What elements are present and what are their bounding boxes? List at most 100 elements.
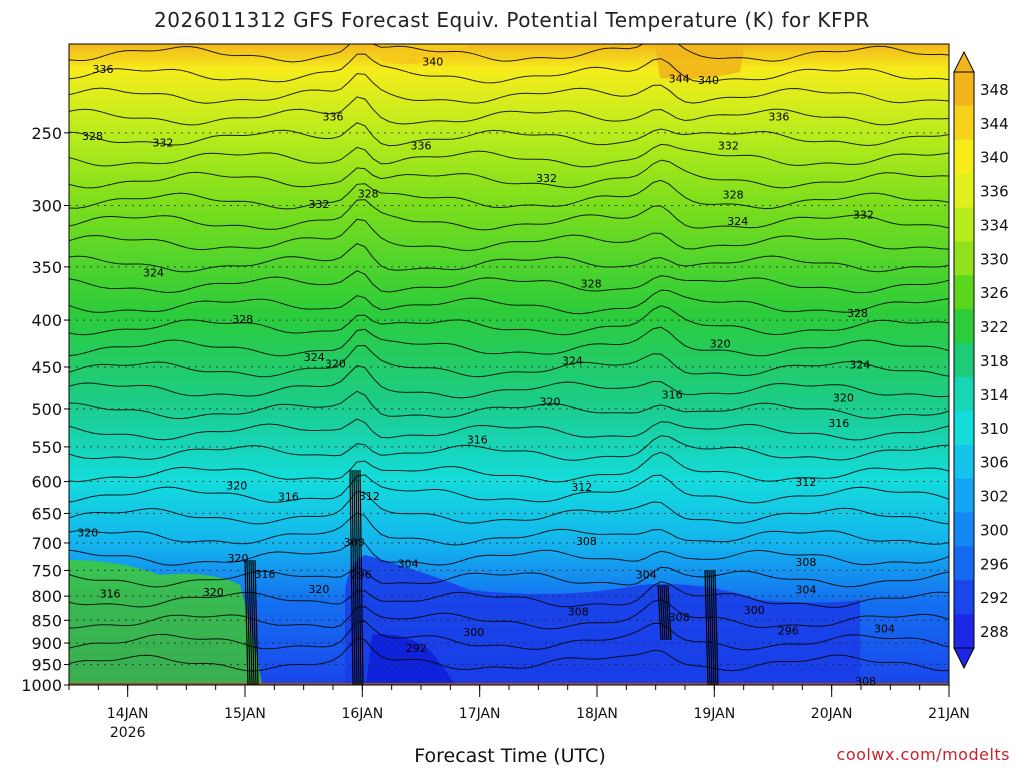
- contour-line: [69, 53, 949, 84]
- contour-line: [706, 569, 711, 685]
- contour-label: 300: [744, 604, 765, 617]
- colorbar-swatch: [954, 139, 974, 175]
- contour-line: [708, 569, 713, 685]
- contour-label: 308: [568, 606, 589, 619]
- colorbar-label: 314: [980, 386, 1009, 404]
- contour-label: 320: [540, 396, 561, 409]
- contour-line: [69, 159, 949, 189]
- colorbar-frame: [953, 71, 975, 649]
- contour-line: [69, 270, 949, 294]
- contour-line: [69, 289, 949, 315]
- colorbar-swatch: [954, 410, 974, 446]
- contour-label: 320: [203, 586, 224, 599]
- x-axis-title: Forecast Time (UTC): [414, 745, 606, 767]
- contour-line: [661, 584, 666, 641]
- contour-label: 328: [232, 313, 253, 326]
- contour-label: 328: [82, 130, 103, 143]
- x-tick-label: 15JAN: [224, 706, 266, 722]
- contour-label: 296: [778, 624, 799, 637]
- colorbar-swatch: [954, 173, 974, 209]
- y-tick-label: 900: [31, 634, 62, 653]
- contour-lines: [69, 44, 949, 685]
- contour-label: 316: [828, 417, 849, 430]
- colorbar-swatch: [954, 512, 974, 547]
- contour-label: 324: [143, 267, 164, 280]
- credit-link[interactable]: coolwx.com/modelts: [836, 745, 1010, 764]
- contour-label: 320: [227, 552, 248, 565]
- contour-line: [69, 122, 949, 147]
- contour-label: 304: [874, 623, 895, 636]
- contour-label: 324: [727, 215, 748, 228]
- contour-line: [69, 620, 949, 651]
- plot-area: 336 328 332 336 340 344 340 336 336 332 332 328 328 3…: [69, 44, 949, 685]
- contour-line: [250, 559, 255, 685]
- contour-label: 316: [467, 434, 488, 447]
- contour-line: [69, 599, 949, 630]
- contour-label: 300: [344, 536, 365, 549]
- contour-label: 316: [662, 388, 683, 401]
- colorbar-label: 326: [980, 284, 1009, 302]
- contour-label: 304: [636, 569, 657, 582]
- contour-line: [69, 451, 949, 483]
- colorbar-label: 322: [980, 318, 1009, 336]
- colorbar-label: 334: [980, 216, 1009, 234]
- contour-line: [246, 559, 251, 685]
- contour-label: 332: [152, 136, 173, 149]
- contour-line: [69, 566, 949, 588]
- contour-line: [252, 559, 257, 685]
- colorbar-label: 306: [980, 454, 1009, 472]
- contour-label: 316: [278, 491, 299, 504]
- contour-label: 340: [422, 56, 443, 69]
- colorbar-bottom-arrow: [953, 647, 975, 670]
- contour-line: [69, 512, 949, 546]
- colorbar-label: 302: [980, 488, 1009, 506]
- contour-line: [254, 559, 259, 685]
- contour-line: [712, 569, 717, 685]
- contour-line: [355, 469, 360, 685]
- colorbar-label: 310: [980, 420, 1009, 438]
- upper-warm-patch-2: [655, 44, 745, 80]
- contour-line: [657, 584, 662, 641]
- contour-line: [69, 344, 949, 378]
- x-tick-label: 17JAN: [459, 706, 501, 722]
- contour-label: 320: [226, 480, 247, 493]
- colorbar-label: 288: [980, 623, 1009, 641]
- y-tick-label: 950: [31, 656, 62, 675]
- colorbar-swatch: [954, 275, 974, 310]
- contour-label: 344: [669, 72, 690, 85]
- contour-line: [353, 469, 358, 685]
- low-level-warm-pool: [69, 560, 262, 685]
- contour-line: [69, 305, 949, 336]
- y-tick-label: 550: [31, 438, 62, 457]
- contour-label: 336: [323, 111, 344, 124]
- colorbar: 348 344 340 336 334 330 326 322 318 314 310 306 302 3…: [953, 50, 1009, 670]
- colorbar-swatch: [954, 309, 974, 344]
- contour-label: 320: [325, 357, 346, 370]
- contour-line: [665, 584, 670, 641]
- y-tick-label: 750: [31, 561, 62, 580]
- contour-label: 328: [581, 278, 602, 291]
- contour-line: [349, 469, 354, 685]
- upper-warm-patch: [380, 44, 470, 64]
- contour-label: 296: [351, 569, 372, 582]
- colorbar-swatch: [954, 546, 974, 581]
- contour-line: [69, 390, 949, 420]
- x-tick-label: 18JAN: [576, 706, 618, 722]
- colorbar-swatch: [954, 614, 974, 649]
- contour-label: 308: [669, 611, 690, 624]
- contour-label: 316: [254, 568, 275, 581]
- x-tick-label: 16JAN: [341, 706, 383, 722]
- colorbar-label: 292: [980, 589, 1009, 607]
- contour-line: [69, 490, 949, 525]
- contour-line: [351, 469, 356, 685]
- contour-label: 324: [849, 358, 870, 371]
- colorbar-label: 300: [980, 521, 1009, 539]
- y-tick-label: 600: [31, 473, 62, 492]
- contour-line: [69, 539, 949, 566]
- colorbar-swatch: [954, 207, 974, 242]
- colorbar-swatch: [954, 478, 974, 513]
- y-tick-label: 350: [31, 258, 62, 277]
- contour-line: [69, 243, 949, 273]
- contour-line: [69, 581, 949, 608]
